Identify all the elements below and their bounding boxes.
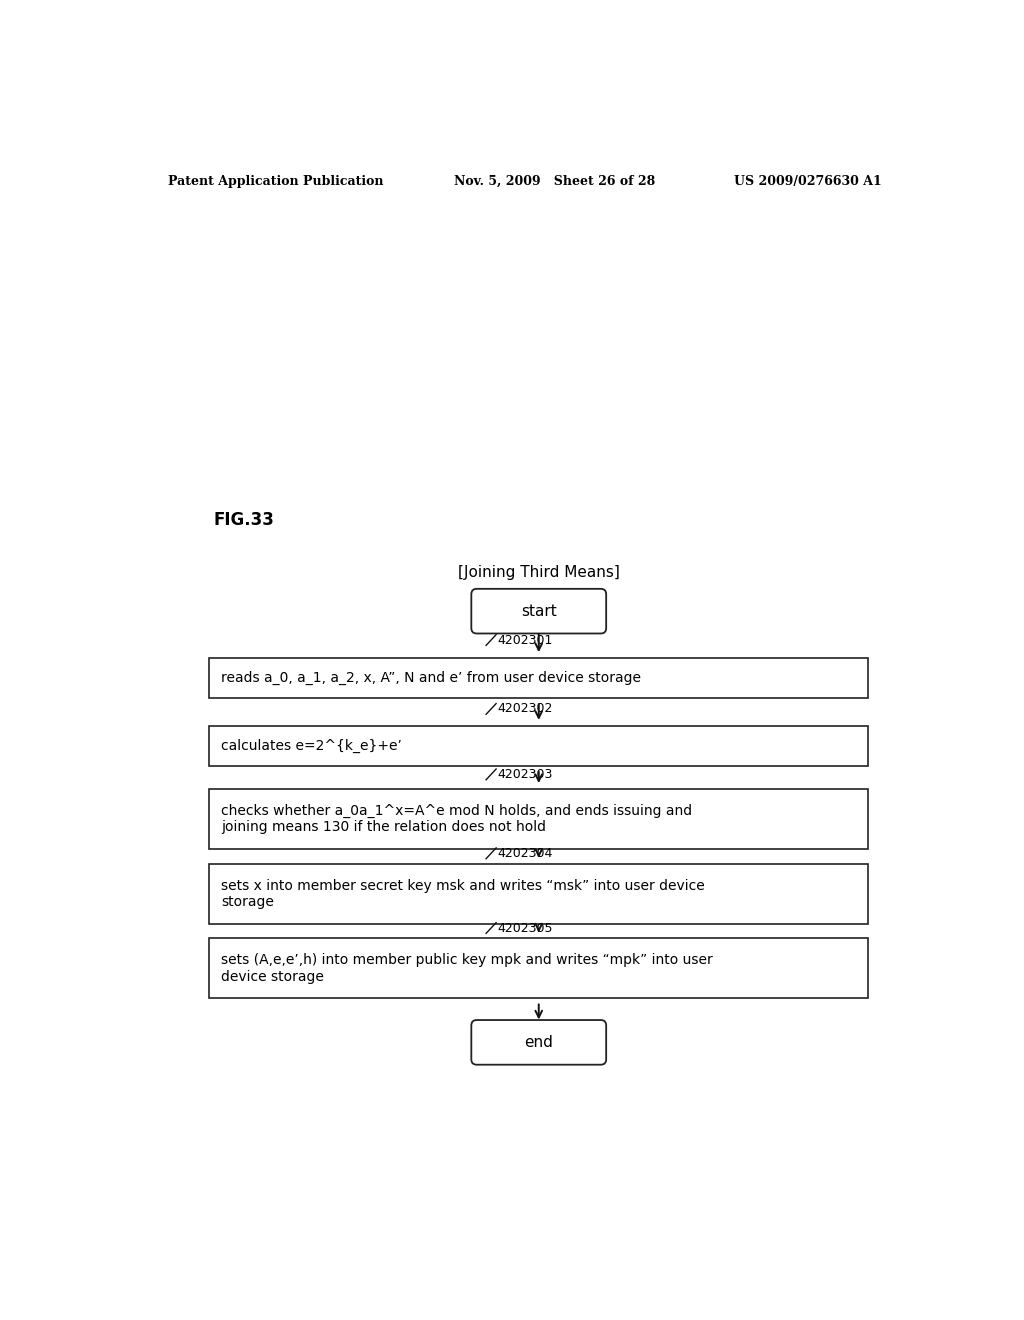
Text: reads a_0, a_1, a_2, x, A”, N and e’ from user device storage: reads a_0, a_1, a_2, x, A”, N and e’ fro… xyxy=(221,671,641,685)
Text: FIG.33: FIG.33 xyxy=(213,511,274,529)
FancyBboxPatch shape xyxy=(471,1020,606,1065)
Text: checks whether a_0a_1^x=A^e mod N holds, and ends issuing and
joining means 130 : checks whether a_0a_1^x=A^e mod N holds,… xyxy=(221,804,692,834)
Bar xyxy=(209,789,868,849)
Text: [Joining Third Means]: [Joining Third Means] xyxy=(458,565,620,581)
Text: Nov. 5, 2009   Sheet 26 of 28: Nov. 5, 2009 Sheet 26 of 28 xyxy=(454,176,654,187)
Bar xyxy=(209,939,868,998)
Bar xyxy=(209,863,868,924)
Text: 4202301: 4202301 xyxy=(498,634,553,647)
Text: calculates e=2^{k_e}+e’: calculates e=2^{k_e}+e’ xyxy=(221,739,401,752)
Text: 4202304: 4202304 xyxy=(498,847,553,859)
Text: 4202302: 4202302 xyxy=(498,702,553,715)
Text: 4202303: 4202303 xyxy=(498,768,553,781)
Bar xyxy=(209,659,868,698)
Text: sets (A,e,e’,h) into member public key mpk and writes “mpk” into user
device sto: sets (A,e,e’,h) into member public key m… xyxy=(221,953,713,983)
Text: start: start xyxy=(521,603,557,619)
Text: Patent Application Publication: Patent Application Publication xyxy=(168,176,384,187)
FancyBboxPatch shape xyxy=(471,589,606,634)
Text: sets x into member secret key msk and writes “msk” into user device
storage: sets x into member secret key msk and wr… xyxy=(221,879,705,909)
Bar xyxy=(209,726,868,766)
Text: end: end xyxy=(524,1035,553,1049)
Text: US 2009/0276630 A1: US 2009/0276630 A1 xyxy=(733,176,882,187)
Text: 4202305: 4202305 xyxy=(498,921,553,935)
